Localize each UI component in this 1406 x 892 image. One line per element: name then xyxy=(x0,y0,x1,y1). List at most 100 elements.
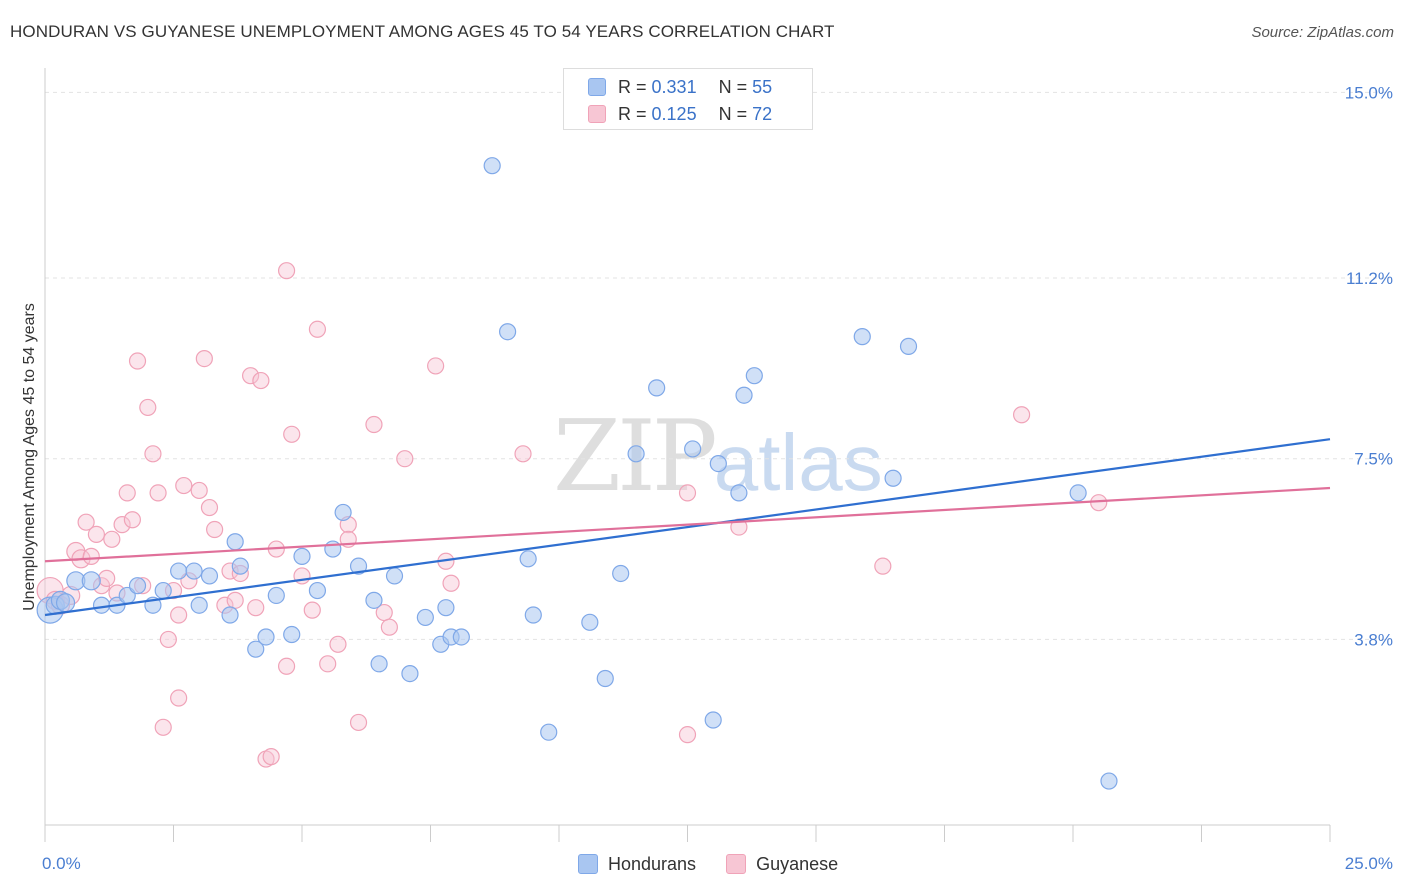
honduran-point xyxy=(200,567,219,585)
guyanese-point xyxy=(128,352,147,370)
guyanese-point xyxy=(77,513,95,531)
honduran-point xyxy=(884,469,902,487)
legend-n-value: 55 xyxy=(752,76,773,97)
legend-n-label: N = xyxy=(718,103,748,124)
honduran-point xyxy=(581,613,599,631)
guyanese-point xyxy=(159,630,177,649)
guyanese-point xyxy=(247,599,265,617)
guyanese-point xyxy=(303,601,321,619)
guyanese-point xyxy=(175,476,193,495)
legend-label-guyanese: Guyanese xyxy=(756,853,839,874)
honduran-point xyxy=(596,669,614,688)
guyanese-point xyxy=(98,569,116,587)
guyanese-point xyxy=(277,657,296,675)
legend-item-hondurans[interactable]: Hondurans xyxy=(578,854,696,875)
guyanese-point xyxy=(103,530,121,548)
guyanese-point xyxy=(277,262,296,280)
honduran-point xyxy=(416,608,434,627)
honduran-point xyxy=(1100,772,1118,790)
honduran-point xyxy=(231,557,249,575)
honduran-point xyxy=(745,367,763,385)
legend-r-label: R = xyxy=(618,103,647,124)
guyanese-trend-line xyxy=(44,486,1331,563)
honduran-point xyxy=(81,571,101,591)
honduran-point xyxy=(684,440,702,458)
honduran-point xyxy=(540,723,558,741)
honduran-point xyxy=(648,379,666,397)
honduran-points xyxy=(36,157,1118,790)
correlation-legend: R = 0.331 N = 55 R = 0.125 N = 72 xyxy=(563,68,813,130)
legend-label-hondurans: Hondurans xyxy=(608,853,697,874)
honduran-point xyxy=(257,628,275,646)
guyanese-point xyxy=(139,398,157,417)
guyanese-point xyxy=(319,655,337,673)
guyanese-point xyxy=(252,371,270,390)
y-axis-label: Unemployment Among Ages 45 to 54 years xyxy=(21,303,38,611)
chart-source: Source: ZipAtlas.com xyxy=(1251,24,1394,41)
guyanese-point xyxy=(149,484,167,502)
honduran-point xyxy=(128,577,147,595)
guyanese-point xyxy=(262,748,280,766)
legend-r-value: 0.331 xyxy=(651,76,697,97)
honduran-point xyxy=(349,557,368,575)
guyanese-points xyxy=(36,262,1108,768)
trend-lines xyxy=(44,438,1331,617)
guyanese-point xyxy=(678,484,697,502)
zipatlas-watermark: ZIPatlas xyxy=(553,400,883,514)
honduran-point xyxy=(385,567,404,585)
honduran-point xyxy=(401,664,419,683)
honduran-point xyxy=(334,503,352,522)
guyanese-point xyxy=(380,618,398,636)
tick-labels: 3.8% 7.5% 11.2% 15.0% 0.0% 25.0% xyxy=(42,83,1393,873)
guyanese-point xyxy=(874,557,892,575)
guyanese-point xyxy=(170,606,188,624)
legend-r-label: R = xyxy=(618,76,647,97)
guyanese-point xyxy=(308,320,327,338)
legend-swatch-hondurans xyxy=(578,854,598,874)
honduran-point xyxy=(524,606,542,624)
legend-r-value: 0.125 xyxy=(651,103,697,124)
honduran-point xyxy=(370,655,388,673)
honduran-point xyxy=(221,606,239,624)
chart-title: HONDURAN VS GUYANESE UNEMPLOYMENT AMONG … xyxy=(10,22,835,41)
honduran-point xyxy=(170,562,188,580)
guyanese-point xyxy=(123,511,141,529)
guyanese-point xyxy=(206,520,224,539)
series-legend: Hondurans Guyanese xyxy=(578,852,868,876)
legend-row-hondurans: R = 0.331 N = 55 xyxy=(588,76,772,98)
y-tick-label: 3.8% xyxy=(1354,630,1393,649)
honduran-point xyxy=(190,596,208,614)
legend-row-guyanese: R = 0.125 N = 72 xyxy=(588,103,772,125)
legend-item-guyanese[interactable]: Guyanese xyxy=(726,854,838,875)
x-tick-label: 25.0% xyxy=(1345,854,1393,873)
honduran-point xyxy=(612,564,630,583)
honduran-point xyxy=(283,625,301,644)
honduran-point xyxy=(709,454,727,473)
legend-swatch-guyanese xyxy=(588,105,606,123)
x-tick-label: 0.0% xyxy=(42,854,81,873)
honduran-point xyxy=(226,533,244,551)
legend-swatch-hondurans xyxy=(588,78,606,96)
guyanese-point xyxy=(678,726,697,744)
honduran-point xyxy=(899,337,918,355)
honduran-point xyxy=(704,711,722,729)
honduran-point xyxy=(267,586,285,605)
guyanese-point xyxy=(118,484,136,502)
honduran-trend-line xyxy=(44,438,1331,617)
gridlines xyxy=(45,91,1390,640)
honduran-point xyxy=(452,628,470,646)
legend-swatch-guyanese xyxy=(726,854,747,874)
guyanese-point xyxy=(195,349,213,368)
guyanese-point xyxy=(87,525,106,544)
honduran-point xyxy=(499,323,517,341)
legend-n-value: 72 xyxy=(752,103,773,124)
honduran-point xyxy=(185,562,203,580)
honduran-point xyxy=(627,445,645,463)
guyanese-point xyxy=(1090,494,1108,512)
honduran-point xyxy=(55,593,76,613)
guyanese-point xyxy=(190,481,208,500)
honduran-point xyxy=(154,581,172,600)
guyanese-point xyxy=(329,635,347,653)
honduran-point xyxy=(735,386,753,404)
